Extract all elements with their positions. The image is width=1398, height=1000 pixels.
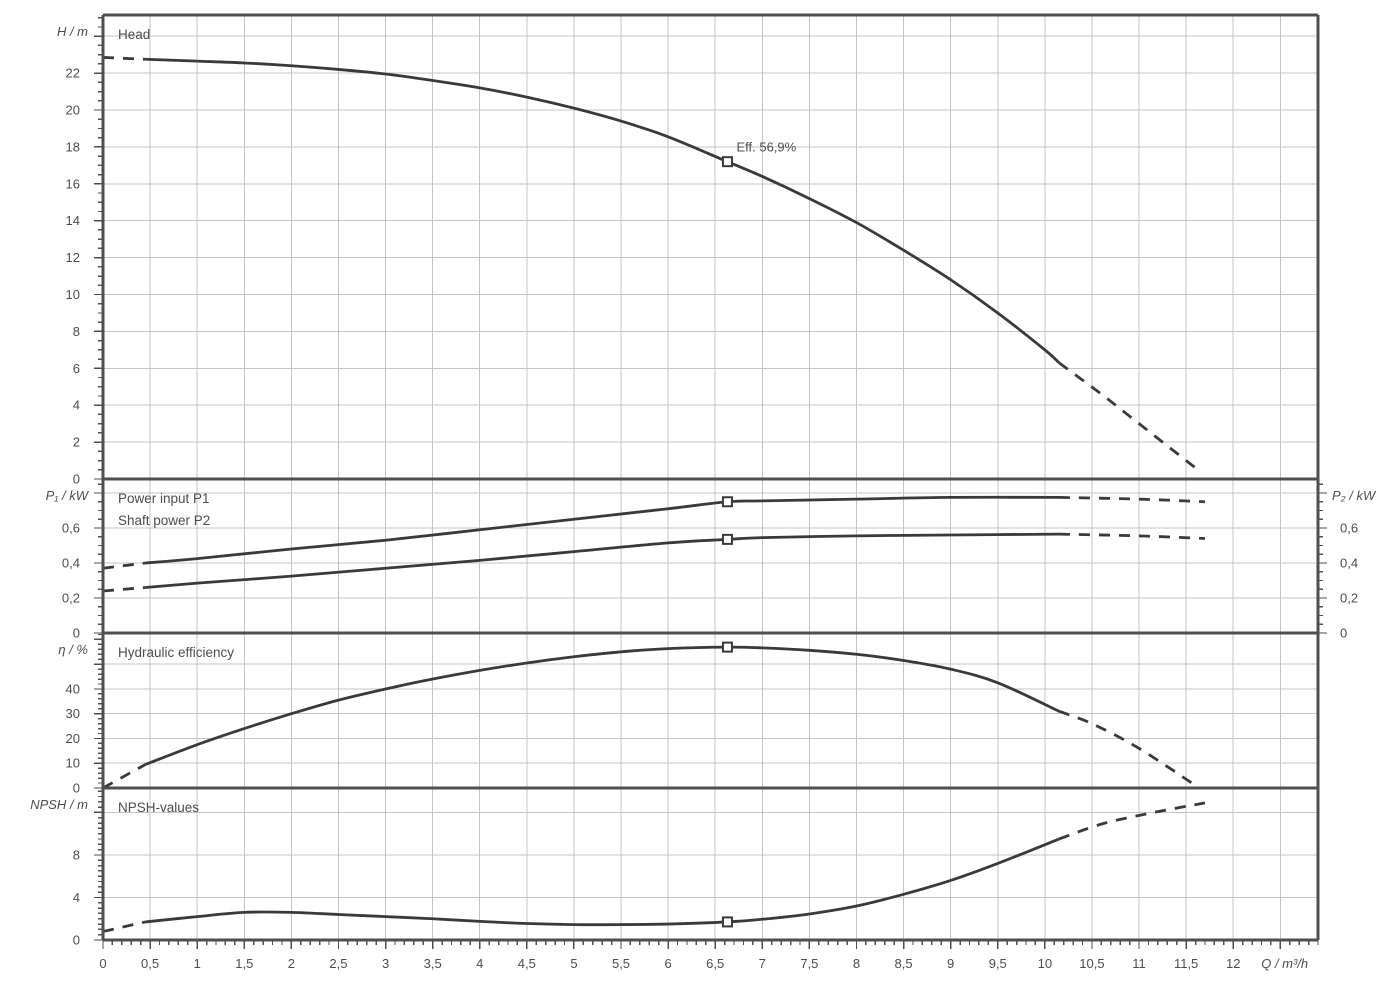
curves	[102, 56, 1206, 933]
power-axis-label-right: P₂ / kW	[1332, 488, 1377, 503]
duty-point-marker-head	[721, 156, 733, 168]
x-tick-label: 9	[947, 956, 954, 971]
head-curve-0	[145, 57, 1060, 364]
head-ytick-label: 8	[73, 324, 80, 339]
power-ytick-label-right: 0,2	[1340, 591, 1358, 606]
head-ytick-label: 0	[73, 472, 80, 487]
head-ytick-label: 18	[66, 139, 80, 154]
x-tick-label: 4	[476, 956, 483, 971]
eff-curve-0	[144, 645, 1060, 766]
head-ytick-label: 4	[73, 398, 80, 413]
x-tick-label: 6	[664, 956, 671, 971]
x-tick-label: 9,5	[989, 956, 1007, 971]
head-ytick-label: 16	[66, 176, 80, 191]
x-tick-label: 1,5	[235, 956, 253, 971]
x-tick-label: 2,5	[329, 956, 347, 971]
head-curve-0-dashed-end	[1058, 361, 1197, 470]
power-ytick-label-right: 0,4	[1340, 556, 1358, 571]
eff-ytick-label: 30	[66, 706, 80, 721]
npsh-curve-0	[145, 837, 1060, 927]
x-tick-label: 5,5	[612, 956, 630, 971]
eff-ytick-label: 20	[66, 731, 80, 746]
x-tick-label: 0,5	[141, 956, 159, 971]
power-axis-label: P₁ / kW	[46, 488, 90, 503]
head-curve-0-dashed-start	[102, 56, 146, 61]
axis-ticks	[94, 17, 1327, 949]
x-tick-label: 7,5	[800, 956, 818, 971]
x-tick-label: 0	[99, 956, 106, 971]
x-tick-label: 10,5	[1079, 956, 1104, 971]
duty-point-marker-eff	[721, 641, 733, 653]
npsh-ytick-label: 8	[73, 847, 80, 862]
head-ytick-label: 14	[66, 213, 80, 228]
power-ytick-label: 0,6	[62, 521, 80, 536]
head-ytick-label: 12	[66, 250, 80, 265]
duty-point-markers	[721, 156, 733, 928]
duty-point-marker-power	[721, 533, 733, 545]
x-tick-label: 3	[382, 956, 389, 971]
head-ytick-label: 10	[66, 287, 80, 302]
power-curve-0-dashed-start	[102, 561, 146, 570]
eff-axis-label: η / %	[58, 642, 88, 657]
head-ytick-label: 6	[73, 361, 80, 376]
x-tick-label: 7	[759, 956, 766, 971]
power-ytick-label-right: 0,6	[1340, 521, 1358, 536]
power-ytick-label: 0,2	[62, 591, 80, 606]
head-panel-title: Head	[118, 27, 150, 42]
eff-curve-0-dashed-end	[1058, 709, 1197, 787]
x-tick-label: 11	[1132, 956, 1146, 971]
npsh-ytick-label: 0	[73, 933, 80, 948]
npsh-axis-label: NPSH / m	[30, 797, 88, 812]
npsh-panel-title: NPSH-values	[118, 800, 199, 815]
head-axis-label: H / m	[57, 24, 88, 39]
head-ytick-label: 2	[73, 435, 80, 450]
eff-curve-0-dashed-start	[102, 763, 147, 790]
x-tick-label: 6,5	[706, 956, 724, 971]
duty-point-marker-npsh	[721, 916, 733, 928]
power-ytick-label-right: 0	[1340, 626, 1347, 641]
x-tick-label: 11,5	[1174, 956, 1198, 971]
eff-panel-title: Hydraulic efficiency	[118, 645, 234, 660]
npsh-ytick-label: 4	[73, 890, 80, 905]
eff-ytick-label: 0	[73, 781, 80, 796]
x-tick-label: 1	[194, 956, 201, 971]
eff-annotation: Eff. 56,9%	[736, 140, 796, 155]
power-curve-1-dashed-end	[1058, 532, 1206, 540]
eff-ytick-label: 10	[66, 756, 80, 771]
x-tick-label: 8,5	[895, 956, 913, 971]
power-curve-1	[145, 532, 1060, 589]
npsh-curve-0-dashed-end	[1058, 801, 1206, 841]
x-tick-label: 8	[853, 956, 860, 971]
power-curve-1-dashed-start	[102, 586, 146, 593]
head-ytick-label: 22	[66, 66, 80, 81]
x-tick-label: 5	[570, 956, 577, 971]
power-ytick-label: 0	[73, 626, 80, 641]
power-curve-0-dashed-end	[1058, 495, 1206, 504]
x-axis-label: Q / m³/h	[1261, 956, 1308, 971]
eff-ytick-label: 40	[66, 681, 80, 696]
x-tick-label: 10	[1038, 956, 1052, 971]
power-ytick-label: 0,4	[62, 556, 80, 571]
x-tick-label: 3,5	[424, 956, 442, 971]
x-tick-label: 2	[288, 956, 295, 971]
power-panel-title: Power input P1	[118, 491, 210, 506]
power-panel-title: Shaft power P2	[118, 513, 210, 528]
x-tick-label: 4,5	[518, 956, 536, 971]
duty-point-marker-power	[721, 496, 733, 508]
panel-borders	[101, 13, 1320, 942]
x-tick-label: 12	[1226, 956, 1240, 971]
head-ytick-label: 20	[66, 103, 80, 118]
power-curve-0	[145, 495, 1059, 565]
npsh-curve-0-dashed-start	[102, 920, 146, 933]
